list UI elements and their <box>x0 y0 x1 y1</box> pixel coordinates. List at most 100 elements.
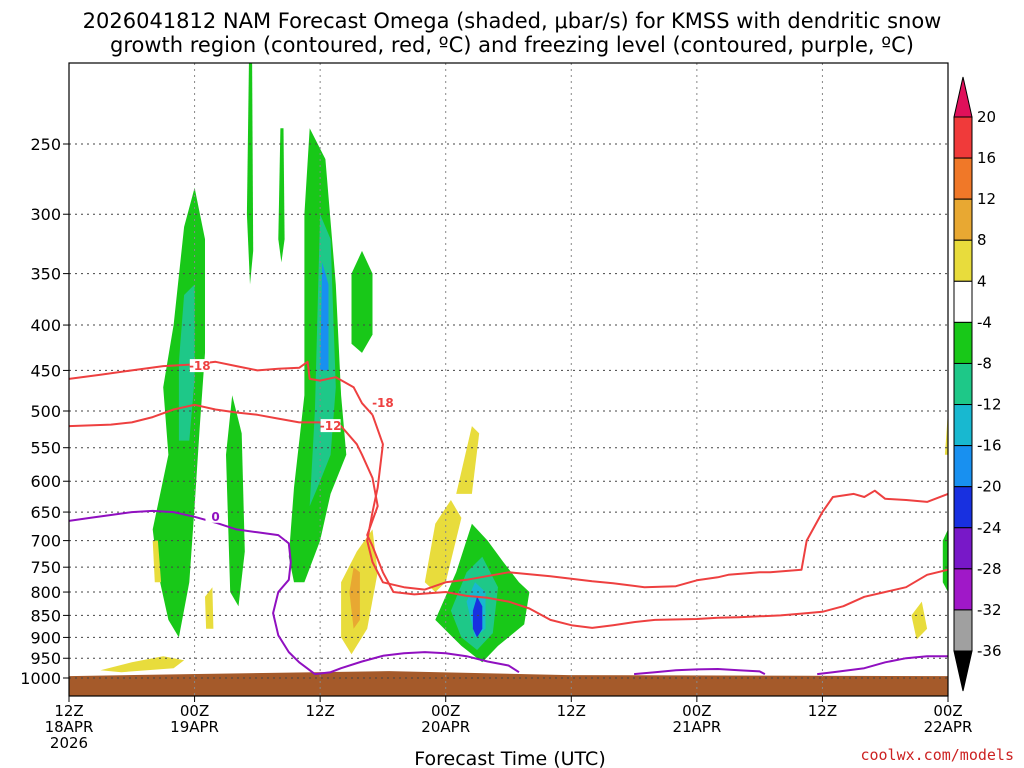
omega-region-sink-2 <box>424 500 462 592</box>
y-tick-label-400: 400 <box>30 316 61 335</box>
freezing-level-contour <box>69 509 520 676</box>
svg-text:-18: -18 <box>372 396 394 410</box>
omega-region-column-left <box>226 395 245 607</box>
y-tick-label-950: 950 <box>30 649 61 668</box>
omega-region-sink-7 <box>911 601 928 640</box>
y-tick-label-300: 300 <box>30 205 61 224</box>
y-tick-label-450: 450 <box>30 361 61 380</box>
colorbar-bin-8 <box>953 404 973 447</box>
omega-region-sink-1-core <box>349 567 360 629</box>
freezing-level-contour-3 <box>817 655 948 676</box>
x-tick-label-84-2: 22APR <box>924 718 973 736</box>
x-tick-label-36-1: 00Z <box>431 702 460 720</box>
colorbar-label-13: -36 <box>977 642 1002 660</box>
omega-region-updraft-b-core <box>320 262 329 371</box>
y-tick-label-550: 550 <box>30 439 61 458</box>
y-tick-label-750: 750 <box>30 558 61 577</box>
freezing-level-contour-2 <box>634 668 766 676</box>
y-tick-label-700: 700 <box>30 532 61 551</box>
colorbar-bin-2 <box>953 157 973 200</box>
colorbar-label-3: 8 <box>977 231 987 249</box>
y-tick-label-800: 800 <box>30 583 61 602</box>
dgz-contour-0 <box>69 360 374 416</box>
colorbar-bin-13 <box>953 609 973 652</box>
omega-region-updraft-b-right <box>351 250 373 353</box>
omega-region-updraft-c-core <box>472 596 483 638</box>
y-tick-label-650: 650 <box>30 503 61 522</box>
omega-region-sink-3 <box>456 426 480 494</box>
colorbar-label-8: -16 <box>977 437 1002 455</box>
x-tick-label-36-2: 20APR <box>421 718 470 736</box>
omega-region-streak-2 <box>278 128 285 263</box>
colorbar-label-12: -32 <box>977 601 1002 619</box>
omega-region-sink-5 <box>152 540 162 583</box>
colorbar-bin-12 <box>953 568 973 611</box>
colorbar-bin-1 <box>953 116 973 159</box>
grid-lines <box>68 63 949 696</box>
dgz-label-2: -12 <box>320 419 342 433</box>
colorbar-bin-4 <box>953 239 973 282</box>
svg-text:0: 0 <box>211 510 219 524</box>
colorbar-label-2: 12 <box>977 190 996 208</box>
colorbar-label-6: -8 <box>977 354 992 372</box>
x-tick-label-12-2: 19APR <box>170 718 219 736</box>
y-axis: 250 300 350 400 450 500 550 600 650 700 750 800 850 9… <box>20 135 69 688</box>
y-tick-label-250: 250 <box>30 135 61 154</box>
x-tick-label-48-1: 12Z <box>557 702 586 720</box>
y-tick-label-900: 900 <box>30 628 61 647</box>
x-tick-label-60-1: 00Z <box>682 702 711 720</box>
colorbar-label-10: -24 <box>977 519 1002 537</box>
y-tick-label-1000: 1000 <box>20 669 61 688</box>
colorbar-bin-11 <box>953 527 973 570</box>
x-tick-label-0-3: 2026 <box>50 734 88 752</box>
colorbar-bin-9 <box>953 445 973 488</box>
credit-text: coolwx.com/models <box>860 746 1014 764</box>
x-tick-label-12-1: 00Z <box>180 702 209 720</box>
y-tick-label-600: 600 <box>30 472 61 491</box>
omega-region-streak-1 <box>246 63 254 285</box>
colorbar-label-11: -28 <box>977 560 1002 578</box>
colorbar-bin-6 <box>953 321 973 364</box>
chart-title-line-2: growth region (contoured, red, ºC) and f… <box>110 33 914 57</box>
plot-frame <box>68 62 949 697</box>
freezing-level-label: 0 <box>205 509 226 524</box>
colorbar-label-7: -12 <box>977 396 1002 414</box>
dgz-label-0: -18 <box>189 359 211 373</box>
colorbar-label-4: 4 <box>977 272 987 290</box>
omega-region-right-edge-green <box>942 529 948 592</box>
dgz-contour-1 <box>366 414 948 591</box>
svg-text:-12: -12 <box>320 419 342 433</box>
y-tick-label-500: 500 <box>30 402 61 421</box>
colorbar-label-1: 16 <box>977 149 996 167</box>
x-tick-label-84-1: 00Z <box>933 702 962 720</box>
colorbar-label-0: 20 <box>977 108 996 126</box>
omega-region-sink-6 <box>205 587 214 629</box>
dgz-contour-2 <box>69 403 948 629</box>
x-tick-label-60-2: 21APR <box>672 718 721 736</box>
x-tick-label-72-1: 12Z <box>808 702 837 720</box>
dgz-label-1: -18 <box>372 396 394 410</box>
colorbar-bin-3 <box>953 198 973 241</box>
omega-shading <box>100 63 948 673</box>
x-tick-label-0-2: 18APR <box>45 718 94 736</box>
x-axis-label: Forecast Time (UTC) <box>414 748 605 768</box>
y-tick-label-850: 850 <box>30 606 61 625</box>
omega-region-updraft-a-outer <box>152 187 205 638</box>
svg-text:-18: -18 <box>189 359 211 373</box>
colorbar-bin-10 <box>953 486 973 529</box>
colorbar-bin-7 <box>953 362 973 406</box>
x-tick-label-24-1: 12Z <box>305 702 334 720</box>
omega-region-updraft-a-inner <box>178 284 195 441</box>
omega-region-sink-8 <box>944 411 948 455</box>
colorbar-top-arrow <box>953 76 973 118</box>
colorbar: 20 16 12 8 4 -4 -8 -12 -16 -20 -24 -28 -32 -36 <box>953 76 1002 692</box>
contour-lines: -18 -18 -12 0 <box>69 359 948 676</box>
colorbar-label-9: -20 <box>977 478 1002 496</box>
colorbar-bin-5 <box>953 280 973 323</box>
omega-region-sink-4 <box>100 656 185 673</box>
chart-title-line-1: 2026041812 NAM Forecast Omega (shaded, μ… <box>83 9 942 33</box>
colorbar-bottom-arrow <box>953 650 973 692</box>
y-tick-label-350: 350 <box>30 265 61 284</box>
